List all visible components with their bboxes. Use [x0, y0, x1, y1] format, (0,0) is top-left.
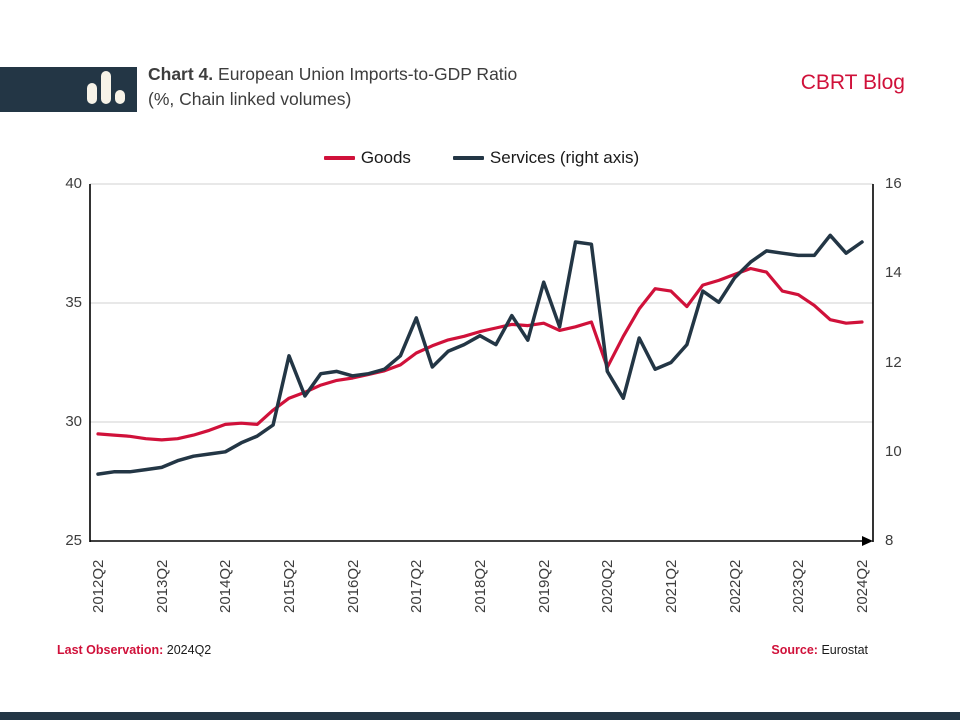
x-axis-tick-label: 2019Q2	[535, 559, 553, 613]
cbrt-logo-block	[0, 67, 137, 112]
x-axis-tick-label: 2017Q2	[408, 559, 426, 613]
bottom-accent-bar	[0, 712, 960, 720]
goods-line-swatch	[323, 156, 355, 160]
x-axis-tick-label: 2016Q2	[344, 559, 362, 613]
x-axis-tick-label: 2023Q2	[790, 559, 808, 613]
left-axis-tick-35: 35	[65, 294, 82, 311]
legend-item-goods: Goods	[323, 148, 411, 168]
right-axis-tick-10: 10	[885, 442, 902, 460]
source-label: Source:	[771, 643, 818, 657]
legend-label-goods: Goods	[360, 148, 411, 167]
brand-link[interactable]: CBRT Blog	[800, 71, 905, 94]
bar-chart-icon-bar	[87, 83, 97, 104]
x-axis-tick-label: 2022Q2	[726, 559, 744, 613]
source-note: Source: Eurostat	[771, 643, 868, 657]
left-axis-tick-30: 30	[65, 413, 82, 430]
chart-number: Chart 4.	[148, 64, 214, 84]
left-axis-tick-40: 40	[65, 175, 82, 192]
legend-item-services: Services (right axis)	[452, 148, 640, 168]
last-observation-note: Last Observation: 2024Q2	[57, 643, 211, 657]
last-observation-value: 2024Q2	[166, 643, 212, 657]
x-axis-tick-label: 2014Q2	[217, 559, 235, 613]
right-axis-tick-8: 8	[885, 532, 894, 549]
legend: Goods Services (right axis)	[90, 148, 873, 168]
left-axis-tick-25: 25	[65, 532, 82, 549]
bar-chart-icon	[87, 71, 125, 104]
bar-chart-icon-bar	[101, 71, 111, 104]
x-axis-arrow-icon	[862, 536, 873, 546]
right-axis-tick-12: 12	[885, 353, 902, 371]
chart-subtitle: (%, Chain linked volumes)	[148, 89, 352, 109]
x-axis-tick-label: 2020Q2	[599, 559, 617, 613]
series-line-services	[96, 233, 864, 476]
series-line-goods	[96, 266, 864, 442]
chart-title-text: European Union Imports-to-GDP Ratio	[213, 64, 518, 84]
right-axis-tick-16: 16	[885, 175, 902, 192]
x-axis-tick-label: 2018Q2	[472, 559, 489, 613]
legend-label-services: Services (right axis)	[489, 148, 640, 167]
last-observation-label: Last Observation:	[57, 643, 164, 657]
x-axis-tick-label: 2021Q2	[663, 559, 680, 613]
right-axis-tick-14: 14	[885, 264, 902, 282]
x-axis-tick-label: 2024Q2	[854, 559, 871, 613]
chart-title-block: Chart 4. European Union Imports-to-GDP R…	[148, 62, 708, 112]
x-axis-tick-label: 2015Q2	[281, 559, 298, 613]
chart-title: Chart 4. European Union Imports-to-GDP R…	[148, 62, 708, 87]
source-value: Eurostat	[821, 643, 868, 657]
services-line-swatch	[452, 156, 484, 160]
x-axis-tick-label: 2013Q2	[153, 559, 171, 613]
x-axis-tick-label: 2012Q2	[90, 559, 107, 613]
bar-chart-icon-bar	[115, 90, 125, 104]
